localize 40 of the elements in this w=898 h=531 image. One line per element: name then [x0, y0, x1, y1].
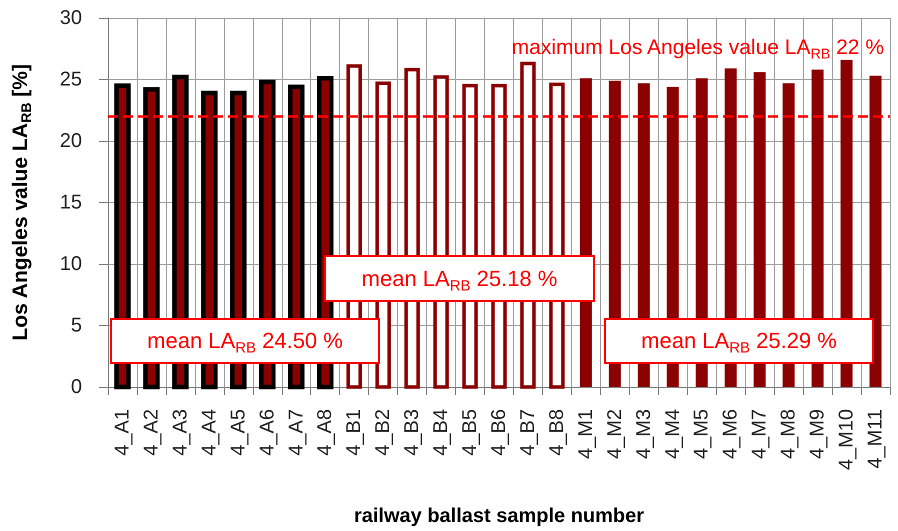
- x-tick-label: 4_M8: [778, 409, 800, 460]
- x-tick-label: 4_B6: [488, 409, 510, 456]
- x-tick-label: 4_B1: [343, 409, 366, 456]
- y-tick-label: 20: [60, 130, 82, 152]
- x-tick-label: 4_B3: [401, 409, 424, 456]
- x-tick-label: 4_B8: [546, 409, 568, 456]
- x-tick-label: 4_M11: [864, 409, 887, 469]
- x-tick-label: 4_B5: [459, 409, 482, 456]
- x-tick-label: 4_A2: [140, 409, 162, 456]
- x-tick-label: 4_M9: [806, 409, 829, 460]
- x-tick-label: 4_A1: [111, 409, 134, 456]
- x-tick-label: 4_B2: [372, 409, 394, 456]
- x-tick-label: 4_M6: [720, 409, 742, 460]
- annotation: mean LA$_{RB}$ 24.50 %: [147, 328, 343, 356]
- x-tick-label: 4_A8: [314, 409, 336, 456]
- x-tick-label: 4_A5: [227, 409, 250, 456]
- y-axis-title: Los Angeles value LARB [%]: [9, 64, 34, 341]
- x-tick-label: 4_A3: [169, 409, 192, 456]
- x-tick-label: 4_M2: [604, 409, 626, 460]
- y-tick-label: 5: [70, 314, 82, 336]
- y-tick-label: 25: [60, 68, 82, 90]
- x-tick-label: 4_A6: [256, 409, 278, 456]
- ref-line-label: maximum Los Angeles value LA$_{RB}$ 22 %: [512, 36, 884, 63]
- x-tick-label: 4_B4: [430, 409, 452, 456]
- x-tick-label: 4_M10: [836, 409, 858, 470]
- x-tick-label: 4_A4: [198, 409, 220, 456]
- annotation: mean LA$_{RB}$ 25.18 %: [362, 266, 558, 294]
- y-tick-label: 0: [70, 376, 82, 398]
- y-tick-label: 10: [60, 253, 82, 275]
- annotation: mean LA$_{RB}$ 25.29 %: [641, 328, 837, 356]
- y-tick-label: 15: [60, 192, 82, 214]
- x-tick-label: 4_M1: [574, 409, 597, 460]
- x-tick-label: 4_M4: [662, 409, 684, 460]
- x-tick-label: 4_A7: [285, 409, 308, 456]
- y-tick-label: 30: [60, 7, 82, 29]
- x-tick-label: 4_B7: [516, 409, 539, 456]
- x-axis-title: railway ballast sample number: [354, 505, 644, 527]
- x-tick-label: 4_M3: [632, 409, 655, 460]
- x-tick-label: 4_M5: [690, 409, 713, 460]
- x-tick-label: 4_M7: [748, 409, 771, 460]
